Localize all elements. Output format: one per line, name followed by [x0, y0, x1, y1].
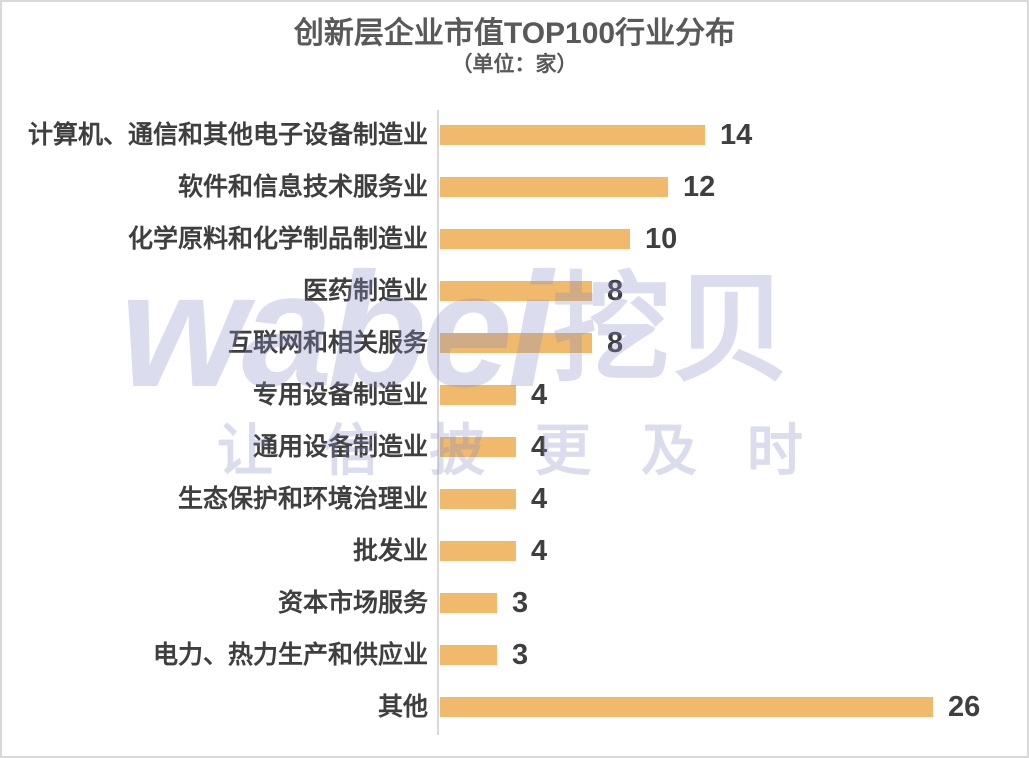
bar-row: 生态保护和环境治理业 4 — [2, 473, 1027, 525]
bar — [440, 333, 592, 353]
value-label: 4 — [531, 430, 548, 463]
bar — [440, 177, 668, 197]
bar — [440, 125, 705, 145]
bar-row: 化学原料和化学制品制造业 10 — [2, 213, 1027, 265]
value-label: 4 — [531, 482, 548, 515]
bar — [440, 489, 516, 509]
value-label: 14 — [720, 118, 753, 151]
bar-row: 专用设备制造业 4 — [2, 369, 1027, 421]
category-label: 化学原料和化学制品制造业 — [127, 224, 428, 253]
category-label: 批发业 — [352, 536, 428, 565]
bar-row: 互联网和相关服务 8 — [2, 317, 1027, 369]
bar — [440, 385, 516, 405]
bar-row: 计算机、通信和其他电子设备制造业 14 — [2, 109, 1027, 161]
bar — [440, 437, 516, 457]
value-label: 4 — [531, 534, 548, 567]
category-label: 医药制造业 — [302, 276, 428, 305]
chart-subtitle: （单位：家） — [451, 53, 578, 76]
value-label: 3 — [512, 586, 529, 619]
bar — [440, 593, 497, 613]
category-label: 专用设备制造业 — [252, 380, 428, 409]
bar-row: 软件和信息技术服务业 12 — [2, 161, 1027, 213]
value-label: 8 — [607, 326, 624, 359]
bar — [440, 645, 497, 665]
value-label: 12 — [683, 170, 716, 203]
bar-row: 通用设备制造业 4 — [2, 421, 1027, 473]
chart-title: 创新层企业市值TOP100行业分布 — [293, 17, 736, 50]
y-axis-line — [437, 110, 439, 735]
bar — [440, 281, 592, 301]
value-label: 8 — [607, 274, 624, 307]
category-label: 生态保护和环境治理业 — [177, 484, 428, 513]
category-label: 软件和信息技术服务业 — [177, 172, 428, 201]
category-label: 资本市场服务 — [277, 588, 428, 617]
bar — [440, 229, 630, 249]
bar-row: 其他 26 — [2, 681, 1027, 733]
category-label: 计算机、通信和其他电子设备制造业 — [27, 120, 428, 149]
category-label: 电力、热力生产和供应业 — [152, 640, 428, 669]
bar-row: 批发业 4 — [2, 525, 1027, 577]
category-label: 互联网和相关服务 — [227, 328, 428, 357]
value-label: 3 — [512, 638, 529, 671]
bar-row: 电力、热力生产和供应业 3 — [2, 629, 1027, 681]
category-label: 其他 — [377, 692, 428, 721]
category-label: 通用设备制造业 — [252, 432, 428, 461]
value-label: 10 — [645, 222, 678, 255]
bar — [440, 697, 933, 717]
bar-row: 医药制造业 8 — [2, 265, 1027, 317]
value-label: 26 — [948, 690, 981, 723]
bar — [440, 541, 516, 561]
bar-row: 资本市场服务 3 — [2, 577, 1027, 629]
value-label: 4 — [531, 378, 548, 411]
